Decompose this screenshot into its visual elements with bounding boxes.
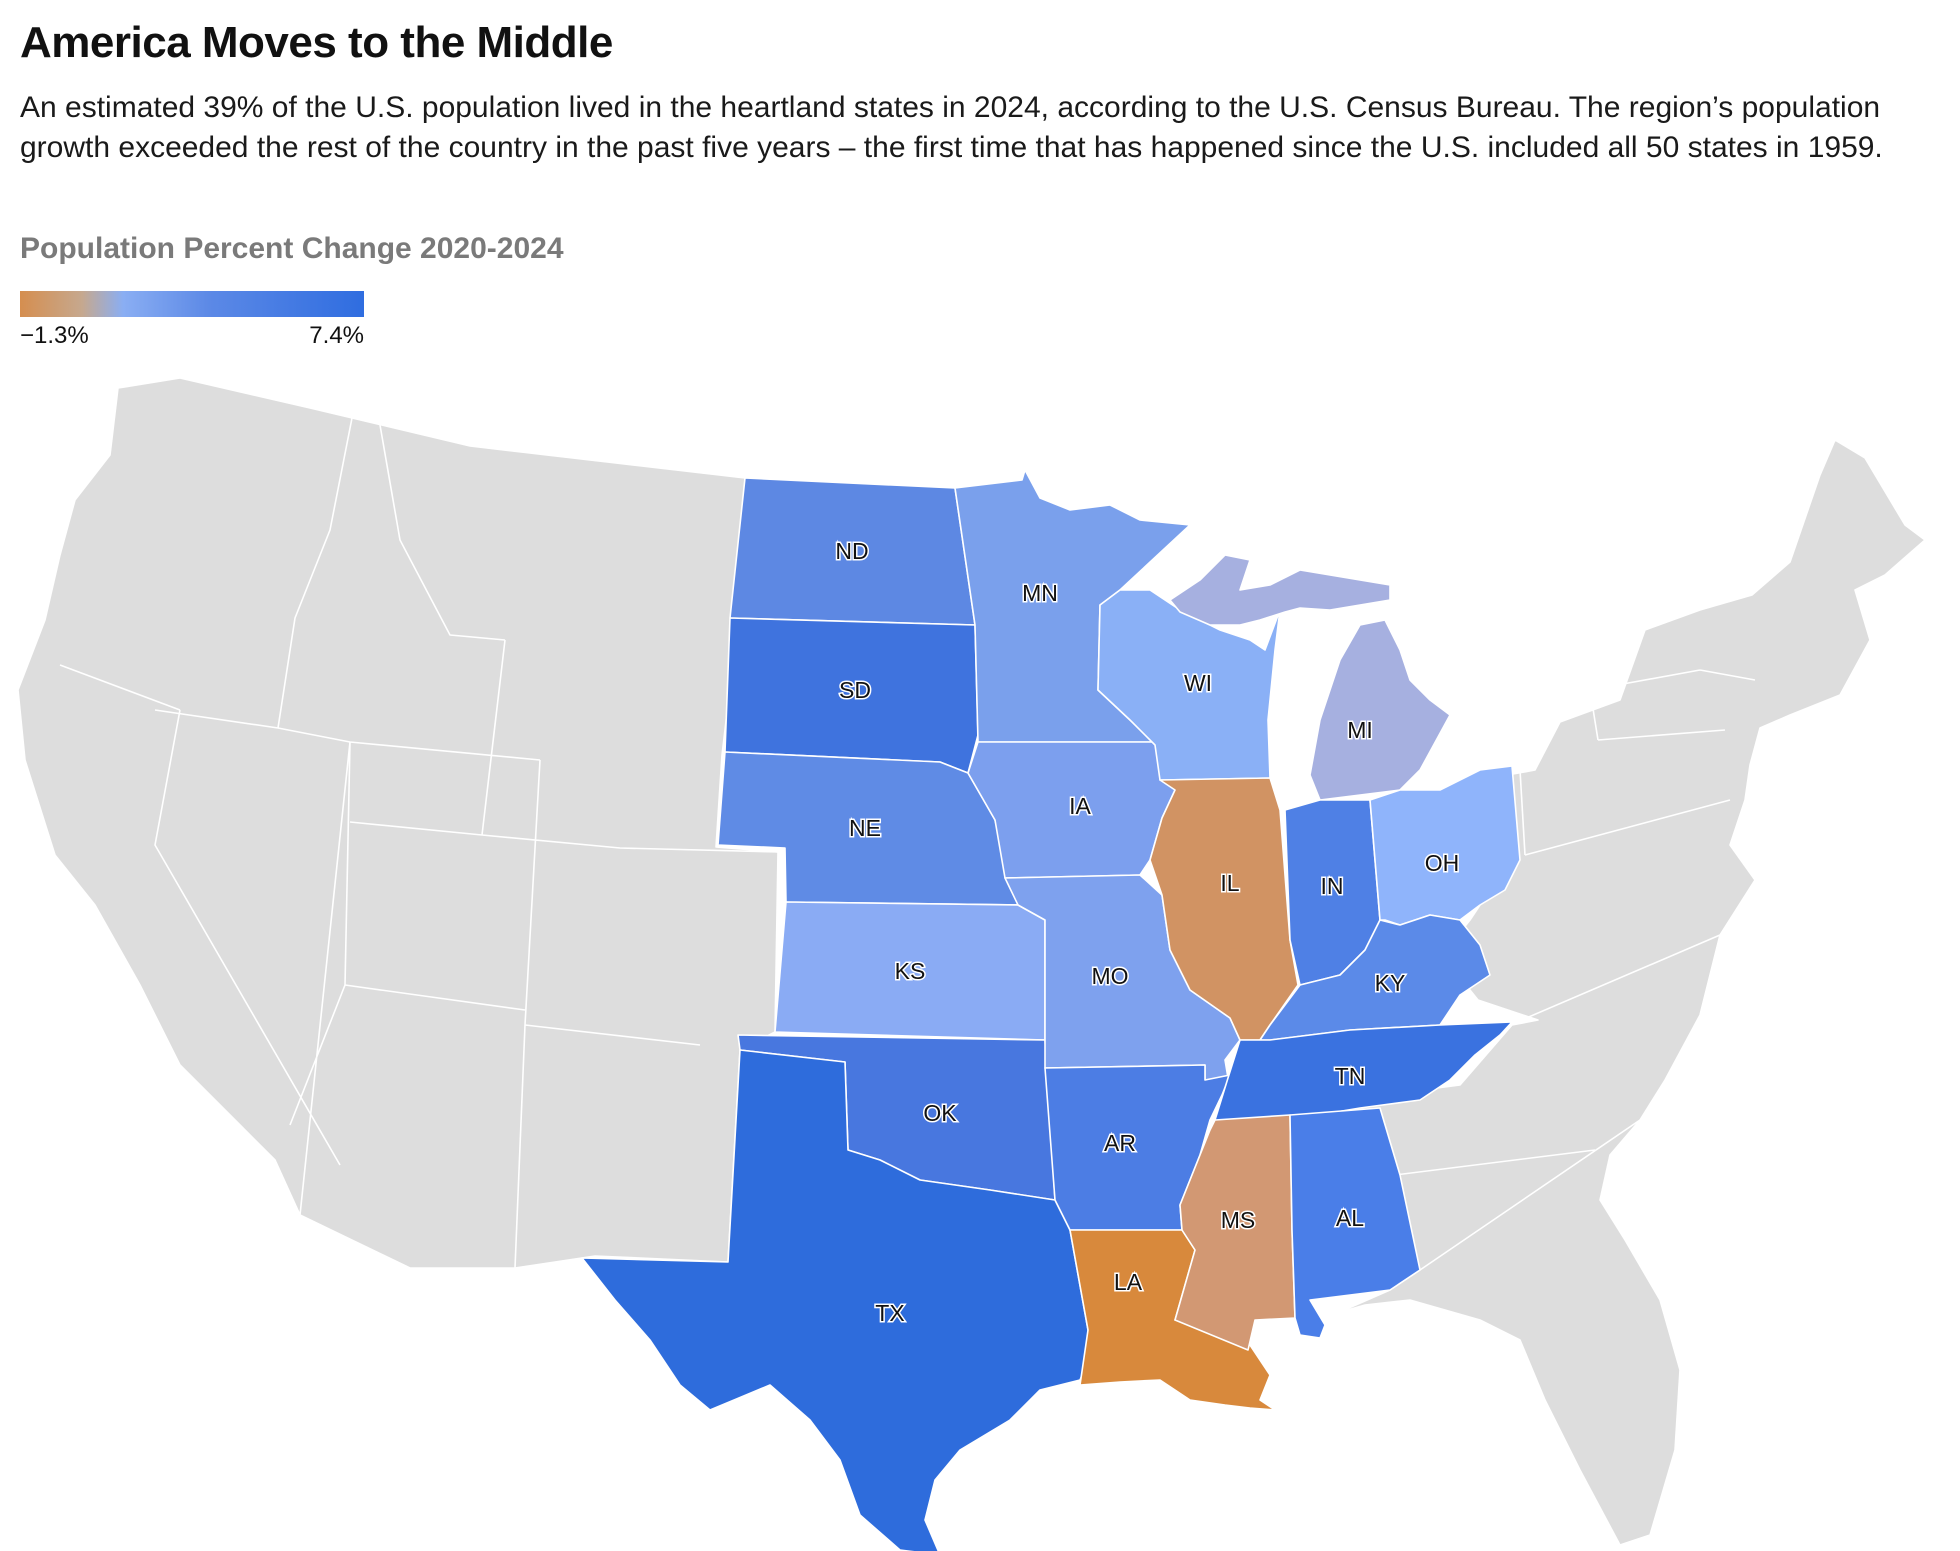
state-label-ne: NE [849,815,881,841]
state-label-in: IN [1321,873,1344,899]
state-labels: ND SD NE KS OK TX MN IA MO AR LA WI IL MI IN OH KY TN MS AL [834,537,1461,1328]
state-label-mn: MN [1022,580,1058,606]
state-label-mi: MI [1347,717,1373,743]
state-label-wi: WI [1184,670,1212,696]
state-label-ia: IA [1069,793,1091,819]
state-label-ks: KS [895,958,926,984]
legend-title: Population Percent Change 2020-2024 [20,232,564,265]
state-label-mo: MO [1091,963,1128,989]
state-label-sd: SD [839,677,871,703]
state-il [1149,777,1299,1041]
state-label-ms: MS [1221,1207,1256,1233]
state-label-tn: TN [1335,1063,1366,1089]
state-label-oh: OH [1425,850,1460,876]
chart-subtitle: An estimated 39% of the U.S. population … [20,91,1883,164]
state-label-ky: KY [1375,970,1406,996]
state-tn [1214,1021,1513,1126]
state-label-il: IL [1220,870,1239,896]
state-oh [1369,765,1521,926]
western-states [17,377,779,1269]
chart-title: America Moves to the Middle [20,18,613,67]
state-label-tx: TX [875,1300,904,1326]
state-label-nd: ND [835,538,868,564]
state-tx [581,1049,1096,1551]
state-ar [1044,1064,1231,1231]
legend-color-scale [20,291,364,317]
legend-max-label: 7.4% [309,322,364,349]
legend-min-label: −1.3% [20,322,89,349]
state-label-ok: OK [923,1100,957,1126]
state-label-la: LA [1114,1269,1143,1295]
state-label-ar: AR [1104,1130,1136,1156]
state-al [1289,1107,1421,1339]
state-label-al: AL [1336,1205,1364,1231]
heartland-states [581,469,1521,1551]
